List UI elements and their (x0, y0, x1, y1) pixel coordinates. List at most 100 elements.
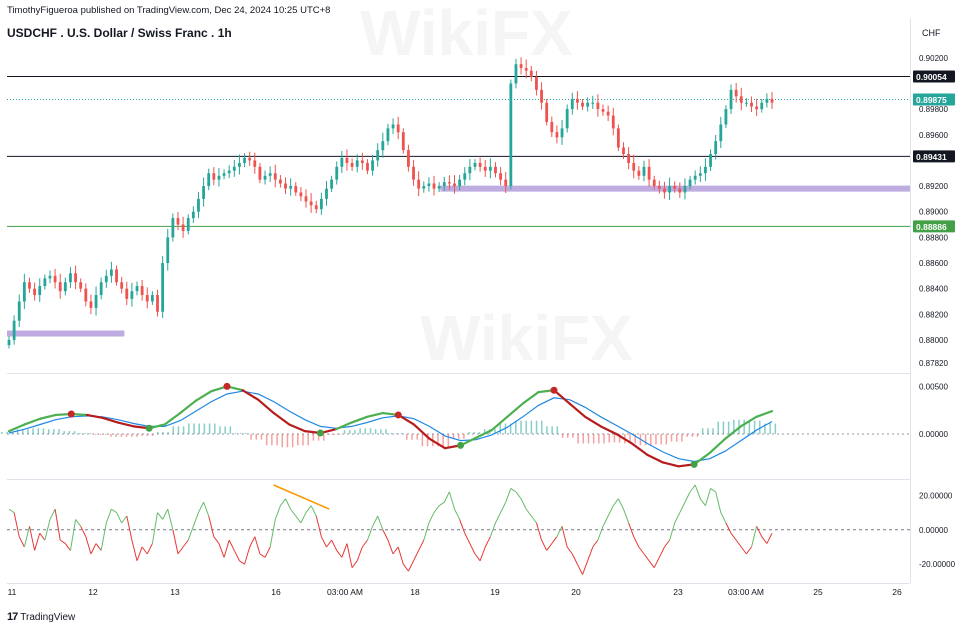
candle-body (606, 111, 610, 116)
macd-histogram-bar (281, 433, 283, 448)
candle-body (53, 275, 57, 283)
oscillator-line (244, 546, 251, 565)
candle-body (591, 102, 595, 104)
candle-body (637, 170, 641, 176)
macd-histogram-bar (84, 433, 86, 435)
macd-histogram-bar (774, 423, 777, 434)
macd-histogram-bar (681, 433, 683, 442)
macd-histogram-bar (733, 419, 735, 434)
candle-body (212, 173, 216, 180)
macd-histogram-bar (214, 423, 216, 434)
candle-body (576, 98, 579, 103)
oscillator-line (162, 508, 169, 520)
oscillator-line (500, 502, 507, 513)
oscillator-line (433, 505, 440, 513)
macd-fast-line (490, 415, 509, 432)
candle-body (514, 64, 518, 84)
oscillator-line (377, 515, 384, 530)
macd-histogram-bar (286, 433, 289, 448)
time-axis-tick: 25 (813, 587, 823, 597)
oscillator-line (679, 502, 686, 513)
macd-histogram-bar (577, 433, 579, 444)
macd-histogram-bar (136, 433, 138, 437)
oscillator-line (674, 512, 681, 524)
macd-histogram-bar (618, 433, 621, 443)
oscillator-line (54, 509, 61, 541)
tradingview-footer[interactable]: 17 TradingView (7, 611, 75, 623)
macd-histogram-bar (515, 420, 517, 434)
oscillator-line (715, 491, 722, 513)
oscillator-line (34, 533, 41, 551)
oscillator-line (535, 522, 543, 541)
macd-histogram-bar (234, 433, 237, 435)
macd-histogram-bar (89, 433, 91, 435)
macd-histogram-bar (380, 429, 382, 434)
candle-body (28, 282, 31, 289)
macd-fast-line (334, 421, 353, 431)
macd-histogram-bar (53, 429, 55, 434)
macd-histogram-bar (271, 433, 273, 446)
macd-histogram-bar (696, 433, 699, 437)
oscillator-line (392, 546, 399, 555)
candle-body (381, 141, 385, 151)
macd-histogram-bar (105, 433, 107, 435)
currency-label: CHF (922, 28, 941, 38)
oscillator-line (459, 519, 466, 534)
oscillator-line (612, 498, 619, 506)
macd-histogram-bar (473, 432, 476, 434)
price-axis-tick: 0.88800 (919, 233, 948, 242)
oscillator-line (566, 546, 573, 555)
macd-fast-line (568, 402, 587, 418)
divergence-line (273, 484, 330, 510)
macd-histogram-bar (520, 420, 522, 434)
symbol-title[interactable]: USDCHF . U.S. Dollar / Swiss Franc . 1h (7, 26, 232, 40)
macd-histogram-bar (629, 433, 631, 444)
oscillator-line (13, 512, 20, 537)
oscillator-line (310, 505, 317, 517)
price-axis-tick: 0.89000 (919, 208, 948, 217)
support-zone (7, 330, 125, 337)
candle-body (422, 186, 426, 189)
candle-body (550, 121, 554, 133)
time-axis-tick: 18 (410, 587, 420, 597)
macd-histogram-bar (193, 423, 195, 434)
candle-body (693, 175, 697, 180)
oscillator-line (582, 560, 589, 575)
macd-fast-line (85, 413, 104, 419)
oscillator-line (172, 529, 179, 554)
oscillator-line (546, 543, 553, 551)
oscillator-line (182, 539, 189, 548)
candle-body (396, 124, 400, 133)
candle-body (499, 173, 503, 180)
oscillator-line (305, 505, 312, 513)
oscillator-line (203, 502, 210, 517)
oscillator-line (438, 501, 445, 507)
level-label: 0.90054 (916, 72, 947, 82)
oscillator-line (489, 522, 496, 537)
macd-histogram-bar (764, 423, 766, 434)
macd-histogram-bar (592, 433, 595, 444)
candle-body (366, 162, 369, 171)
candle-body (268, 173, 272, 176)
oscillator-line (551, 536, 558, 544)
candle-body (622, 147, 625, 154)
macd-histogram-bar (224, 426, 226, 434)
candle-body (488, 166, 492, 171)
candle-body (770, 98, 774, 103)
candle-body (135, 286, 139, 292)
macd-histogram-bar (390, 433, 392, 435)
macd-histogram-bar (79, 433, 81, 435)
macd-histogram-bar (73, 431, 76, 434)
macd-histogram-bar (208, 423, 211, 434)
oscillator-line (64, 543, 71, 551)
macd-histogram-bar (556, 426, 559, 434)
macd-histogram-bar (1, 432, 3, 434)
macd-histogram-bar (722, 421, 725, 434)
candle-body (704, 166, 707, 174)
oscillator-line (136, 546, 143, 561)
macd-histogram-bar (447, 433, 450, 447)
time-axis-tick: 11 (8, 587, 17, 597)
oscillator-line (249, 536, 256, 548)
candle-body (601, 109, 605, 112)
oscillator-line (525, 508, 532, 517)
